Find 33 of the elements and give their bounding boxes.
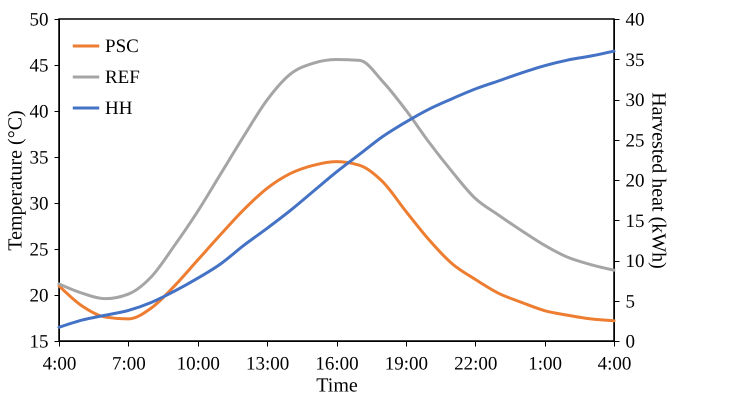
y2-tick-label: 15: [626, 210, 644, 232]
y-tick-label: 20: [30, 286, 48, 306]
y-tick-label: 45: [30, 56, 48, 76]
legend-label: REF: [105, 67, 140, 88]
y2-tick-label: 35: [626, 50, 644, 71]
x-tick-label: 13:00: [246, 354, 290, 374]
x-tick-label: 22:00: [454, 354, 498, 374]
y2-tick-label: 30: [626, 90, 644, 111]
y2-tick-label: 40: [626, 10, 644, 30]
y-tick-label: 40: [30, 102, 48, 122]
y-tick-label: 50: [30, 10, 48, 30]
y2-tick-label: 0: [626, 332, 635, 352]
x-axis-title: Time: [316, 374, 358, 396]
y2-tick-label: 5: [626, 291, 635, 312]
x-tick-label: 19:00: [384, 354, 428, 374]
y-axis-title: Temperature (°C): [4, 110, 26, 251]
y-tick-label: 25: [30, 240, 48, 260]
x-tick-label: 7:00: [112, 354, 146, 374]
y-tick-label: 15: [30, 332, 48, 352]
x-tick-label: 4:00: [42, 354, 76, 374]
legend-label: HH: [105, 98, 133, 119]
x-tick-label: 4:00: [598, 354, 632, 374]
line-series: [58, 160, 616, 322]
y2-tick-label: 25: [626, 130, 644, 152]
x-tick-label: 1:00: [528, 354, 562, 374]
y-tick-label: 30: [30, 194, 48, 214]
y2-axis-title: Harvested heat (kWh): [648, 92, 670, 269]
x-tick-label: 10:00: [176, 354, 220, 374]
y2-tick-label: 20: [626, 170, 644, 192]
x-tick-label: 16:00: [315, 354, 359, 374]
legend-label: PSC: [105, 36, 139, 57]
y2-tick-label: 10: [626, 251, 644, 272]
y-tick-label: 35: [30, 148, 48, 168]
